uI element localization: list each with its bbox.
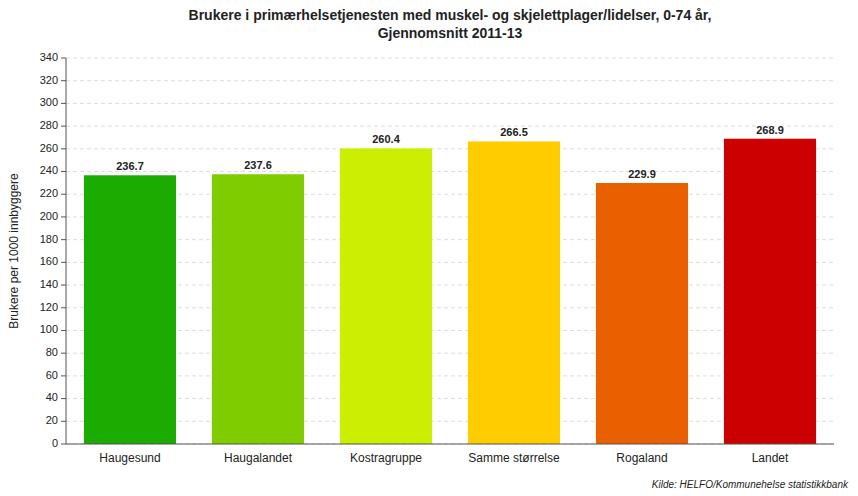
y-tick-label: 220 bbox=[40, 187, 58, 199]
bar bbox=[212, 174, 304, 444]
y-tick-label: 80 bbox=[46, 346, 58, 358]
y-tick bbox=[61, 80, 66, 81]
grid-line bbox=[66, 103, 834, 104]
y-tick bbox=[61, 216, 66, 217]
grid-line bbox=[66, 398, 834, 399]
y-tick-label: 120 bbox=[40, 301, 58, 313]
x-tick-label: Samme størrelse bbox=[468, 451, 560, 465]
title: Brukere i primærhelsetjenesten med muske… bbox=[189, 7, 712, 41]
x-axis-line bbox=[66, 444, 834, 445]
source: Kilde: HELFO/Kommunehelse statistikkbank bbox=[652, 479, 849, 490]
y-tick bbox=[61, 103, 66, 104]
bar bbox=[596, 183, 688, 444]
x-tick-label: Kostragruppe bbox=[350, 451, 422, 465]
y-tick-label: 60 bbox=[46, 369, 58, 381]
grid-line bbox=[66, 353, 834, 354]
x-tick-label: Haugalandet bbox=[224, 451, 293, 465]
grid-line bbox=[66, 444, 834, 445]
title-line: Brukere i primærhelsetjenesten med muske… bbox=[189, 7, 712, 23]
y-tick-label: 160 bbox=[40, 255, 58, 267]
y-tick bbox=[61, 307, 66, 308]
y-tick bbox=[61, 148, 66, 149]
grid bbox=[66, 58, 834, 444]
y-tick bbox=[61, 239, 66, 240]
y-tick bbox=[61, 194, 66, 195]
y-axis: 0 20 40 60 80 100 120 140 160 180 200 220 240 260 280 3… bbox=[40, 51, 66, 449]
grid-line bbox=[66, 262, 834, 263]
y-tick bbox=[61, 421, 66, 422]
data-label: 260.4 bbox=[372, 133, 400, 145]
x-axis: Haugesund Haugalandet Kostragruppe Samme st… bbox=[66, 444, 834, 465]
grid-line bbox=[66, 421, 834, 422]
x-tick-label: Haugesund bbox=[99, 451, 160, 465]
data-label: 268.9 bbox=[756, 124, 784, 136]
y-tick bbox=[61, 171, 66, 172]
bars bbox=[84, 139, 816, 444]
grid-line bbox=[66, 285, 834, 286]
y-tick bbox=[61, 330, 66, 331]
x-tick-label: Rogaland bbox=[616, 451, 667, 465]
y-tick-label: 300 bbox=[40, 96, 58, 108]
y-tick-label: 100 bbox=[40, 323, 58, 335]
bar bbox=[84, 175, 176, 444]
bar bbox=[340, 148, 432, 444]
y-tick bbox=[61, 398, 66, 399]
y-tick-label: 140 bbox=[40, 278, 58, 290]
x-tick-label: Landet bbox=[752, 451, 789, 465]
grid-line bbox=[66, 126, 834, 127]
y-tick-label: 280 bbox=[40, 119, 58, 131]
grid-line bbox=[66, 194, 834, 195]
y-tick-label: 240 bbox=[40, 164, 58, 176]
data-label: 236.7 bbox=[116, 160, 144, 172]
data-label: 229.9 bbox=[628, 168, 656, 180]
y-tick-label: 260 bbox=[40, 142, 58, 154]
title-line: Gjennomsnitt 2011-13 bbox=[378, 25, 523, 41]
y-tick bbox=[61, 58, 66, 59]
grid-line bbox=[66, 330, 834, 331]
grid-line bbox=[66, 58, 834, 59]
grid-line bbox=[66, 239, 834, 240]
data-label: 237.6 bbox=[244, 159, 272, 171]
y-tick-label: 200 bbox=[40, 210, 58, 222]
grid-line bbox=[66, 375, 834, 376]
y-tick-label: 40 bbox=[46, 391, 58, 403]
data-labels: 236.7 237.6 260.4 266.5 229.9 268.9 bbox=[116, 124, 784, 180]
bar bbox=[468, 141, 560, 444]
chart-container: 0 20 40 60 80 100 120 140 160 180 200 220 240 260 280 3… bbox=[0, 0, 858, 496]
y-tick-label: 0 bbox=[52, 437, 58, 449]
y-tick-label: 180 bbox=[40, 233, 58, 245]
y-tick-label: 320 bbox=[40, 74, 58, 86]
y-tick bbox=[61, 126, 66, 127]
grid-line bbox=[66, 148, 834, 149]
y-axis-line bbox=[66, 58, 67, 444]
grid-line bbox=[66, 80, 834, 81]
chart: 0 20 40 60 80 100 120 140 160 180 200 220 240 260 280 3… bbox=[0, 0, 858, 496]
data-label: 266.5 bbox=[500, 126, 528, 138]
y-axis-label: Brukere per 1000 innbyggere bbox=[7, 173, 21, 329]
y-tick bbox=[61, 285, 66, 286]
y-tick bbox=[61, 353, 66, 354]
y-tick bbox=[61, 444, 66, 445]
grid-line bbox=[66, 307, 834, 308]
grid-line bbox=[66, 216, 834, 217]
bar bbox=[724, 139, 816, 444]
y-tick bbox=[61, 375, 66, 376]
grid-line bbox=[66, 171, 834, 172]
y-tick-label: 20 bbox=[46, 414, 58, 426]
y-tick bbox=[61, 262, 66, 263]
y-tick-label: 340 bbox=[40, 51, 58, 63]
